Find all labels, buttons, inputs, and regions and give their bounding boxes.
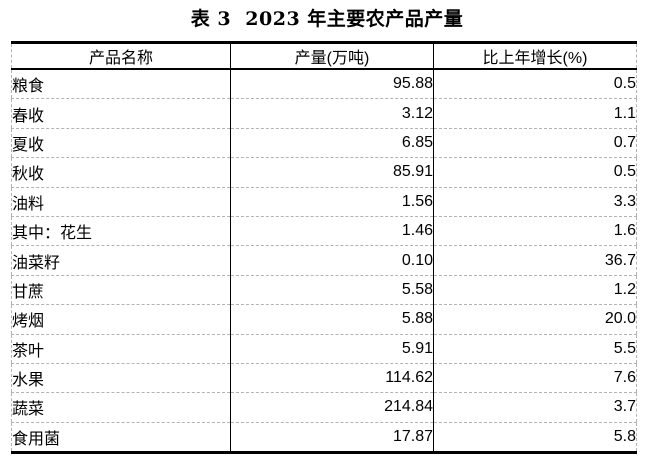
table-row: 夏收 6.85 0.7 [11, 127, 637, 158]
output-value-cell: 5.88 [230, 304, 434, 335]
product-name-cell: 甘蔗 [11, 274, 231, 305]
growth-value-cell: 0.7 [433, 127, 637, 158]
output-value-cell: 214.84 [230, 392, 434, 423]
output-value-cell: 5.58 [230, 274, 434, 305]
product-name-cell: 粮食 [11, 69, 231, 99]
table-row: 食用菌 17.87 5.8 [11, 421, 637, 453]
growth-value-cell: 0.5 [433, 157, 637, 188]
growth-value-cell: 0.5 [613, 75, 636, 93]
table-header: 产品名称 产量(万吨) 比上年增长(%) [11, 42, 637, 70]
product-name-cell: 水果 [11, 362, 231, 393]
product-name-cell: 食用菌 [11, 421, 231, 453]
page-title: 表 3 2023 年主要农产品产量 [190, 8, 464, 30]
product-name-cell: 秋收 [11, 157, 231, 188]
output-value-cell: 17.87 [230, 421, 434, 453]
growth-value-cell: 3.7 [433, 392, 637, 423]
output-value-cell: 1.56 [230, 186, 434, 217]
header-row: 产品名称 产量(万吨) 比上年增长(%) [11, 42, 637, 70]
table-row: 其中：花生 1.46 1.6 [11, 215, 637, 246]
output-value-cell: 95.88 [230, 69, 434, 99]
product-name-cell: 春收 [11, 98, 231, 129]
output-value-cell: 0.10 [230, 245, 434, 276]
table-row: 春收 3.12 1.1 [11, 98, 637, 129]
column-header-output: 产量(万吨) [230, 42, 434, 70]
growth-value-cell: 5.8 [433, 421, 637, 453]
product-name-cell: 其中：花生 [11, 215, 231, 246]
output-value-cell: 114.62 [230, 362, 434, 393]
table-row: 秋收 85.91 0.5 [11, 157, 637, 188]
table-row: 甘蔗 5.58 1.2 [11, 274, 637, 305]
growth-value-cell: 36.7 [433, 245, 637, 276]
output-value-cell: 1.46 [230, 215, 434, 246]
table-row: 水果 114.62 7.6 [11, 362, 637, 393]
growth-value-cell: 1.2 [433, 274, 637, 305]
table-row: 烤烟 5.88 20.0 [11, 304, 637, 335]
output-value-cell: 5.91 [230, 333, 434, 364]
growth-value-cell: 7.6 [433, 362, 637, 393]
table-row: 油菜籽 0.10 36.7 [11, 245, 637, 276]
product-name-cell: 蔬菜 [11, 392, 231, 423]
table-row: 蔬菜 214.84 3.7 [11, 392, 637, 423]
table-row: 粮食 95.88 0.5 [11, 69, 637, 99]
product-name-cell: 夏收 [11, 127, 231, 158]
output-table: 产品名称 产量(万吨) 比上年增长(%) 粮食 95.88 0.5 春收 3.12 1.1… [11, 41, 637, 455]
output-value-cell: 85.91 [230, 157, 434, 188]
growth-value-cell: 1.6 [433, 215, 637, 246]
growth-value-cell: 20.0 [433, 304, 637, 335]
growth-value-cell: 5.5 [433, 333, 637, 364]
output-value-cell: 6.85 [230, 127, 434, 158]
growth-value-cell: 1.1 [433, 98, 637, 129]
table-body: 粮食 95.88 0.5 春收 3.12 1.1 夏收 6.85 0.7 秋收 85.91 0.5 油料… [11, 69, 637, 453]
column-header-growth: 比上年增长(%) [433, 42, 637, 70]
table-row: 茶叶 5.91 5.5 [11, 333, 637, 364]
product-name-cell: 油菜籽 [11, 245, 231, 276]
table-row: 油料 1.56 3.3 [11, 186, 637, 217]
product-name-cell: 烤烟 [11, 304, 231, 335]
output-value-cell: 3.12 [230, 98, 434, 129]
column-header-product-name: 产品名称 [11, 42, 231, 70]
product-name-cell: 油料 [11, 186, 231, 217]
growth-value-cell: 3.3 [433, 186, 637, 217]
product-name-cell: 茶叶 [11, 333, 231, 364]
